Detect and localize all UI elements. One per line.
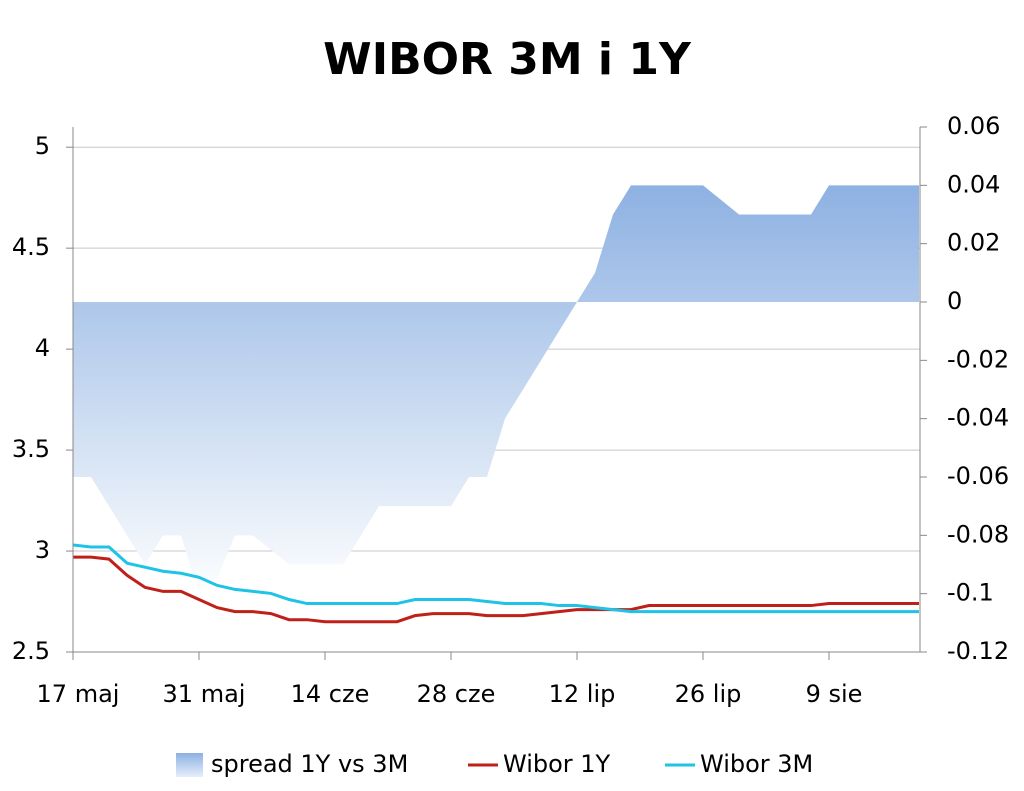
line — [72, 543, 919, 614]
y2-tick-label: -0.04 — [947, 404, 1009, 432]
y-tick-label: 4.5 — [12, 233, 50, 261]
x-tick-label: 12 lip — [549, 680, 616, 708]
y-tick-label: 3.5 — [12, 435, 50, 463]
x-tick-label: 14 cze — [291, 680, 370, 708]
x-tick-label: 17 maj — [37, 680, 120, 708]
legend-label: Wibor 1Y — [503, 750, 611, 778]
x-tick-label: 9 sie — [806, 680, 863, 708]
y2-tick-label: -0.06 — [947, 462, 1009, 490]
y-tick-label: 5 — [35, 132, 50, 160]
y2-tick-label: -0.02 — [947, 345, 1009, 373]
x-tick-label: 28 cze — [417, 680, 496, 708]
chart-title: WIBOR 3M i 1Y — [323, 34, 692, 85]
y2-tick-label: 0 — [947, 287, 962, 315]
legend-label: Wibor 3M — [700, 750, 813, 778]
legend-label: spread 1Y vs 3M — [211, 750, 408, 778]
y2-tick-label: -0.08 — [947, 520, 1009, 548]
area — [73, 185, 919, 594]
y2-tick-label: 0.04 — [947, 170, 1000, 198]
y2-tick-label: 0.06 — [947, 112, 1000, 140]
y-tick-label: 3 — [35, 536, 50, 564]
y2-tick-label: -0.1 — [947, 579, 994, 607]
legend-swatch — [176, 753, 203, 777]
x-tick-label: 26 lip — [675, 680, 742, 708]
line — [73, 555, 919, 624]
y-tick-label: 4 — [35, 334, 50, 362]
y-tick-label: 2.5 — [12, 637, 50, 665]
y2-tick-label: 0.02 — [947, 229, 1000, 257]
y2-tick-label: -0.12 — [947, 637, 1009, 665]
x-tick-label: 31 maj — [163, 680, 246, 708]
